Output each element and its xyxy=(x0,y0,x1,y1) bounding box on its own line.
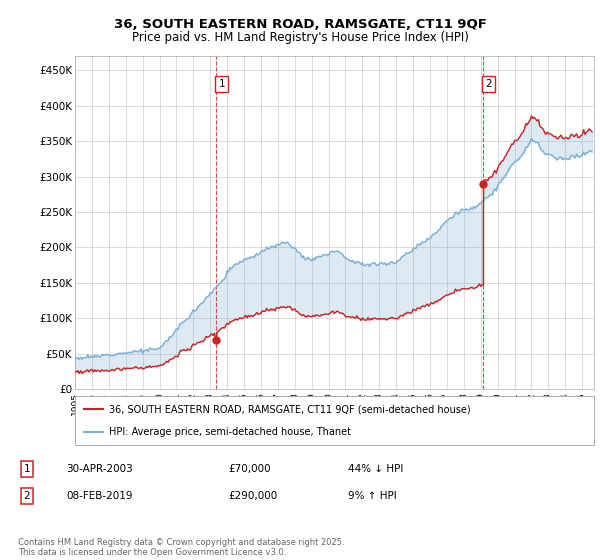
Text: £290,000: £290,000 xyxy=(228,491,277,501)
Text: 2: 2 xyxy=(485,80,492,90)
Text: 1: 1 xyxy=(23,464,31,474)
Text: 1: 1 xyxy=(218,80,225,90)
Text: 44% ↓ HPI: 44% ↓ HPI xyxy=(348,464,403,474)
Text: £70,000: £70,000 xyxy=(228,464,271,474)
Text: 30-APR-2003: 30-APR-2003 xyxy=(66,464,133,474)
Text: HPI: Average price, semi-detached house, Thanet: HPI: Average price, semi-detached house,… xyxy=(109,427,351,437)
Text: 08-FEB-2019: 08-FEB-2019 xyxy=(66,491,133,501)
Text: 2: 2 xyxy=(23,491,31,501)
Text: 9% ↑ HPI: 9% ↑ HPI xyxy=(348,491,397,501)
Text: Contains HM Land Registry data © Crown copyright and database right 2025.
This d: Contains HM Land Registry data © Crown c… xyxy=(18,538,344,557)
Text: Price paid vs. HM Land Registry's House Price Index (HPI): Price paid vs. HM Land Registry's House … xyxy=(131,31,469,44)
Text: 36, SOUTH EASTERN ROAD, RAMSGATE, CT11 9QF (semi-detached house): 36, SOUTH EASTERN ROAD, RAMSGATE, CT11 9… xyxy=(109,404,470,414)
Text: 36, SOUTH EASTERN ROAD, RAMSGATE, CT11 9QF: 36, SOUTH EASTERN ROAD, RAMSGATE, CT11 9… xyxy=(113,18,487,31)
